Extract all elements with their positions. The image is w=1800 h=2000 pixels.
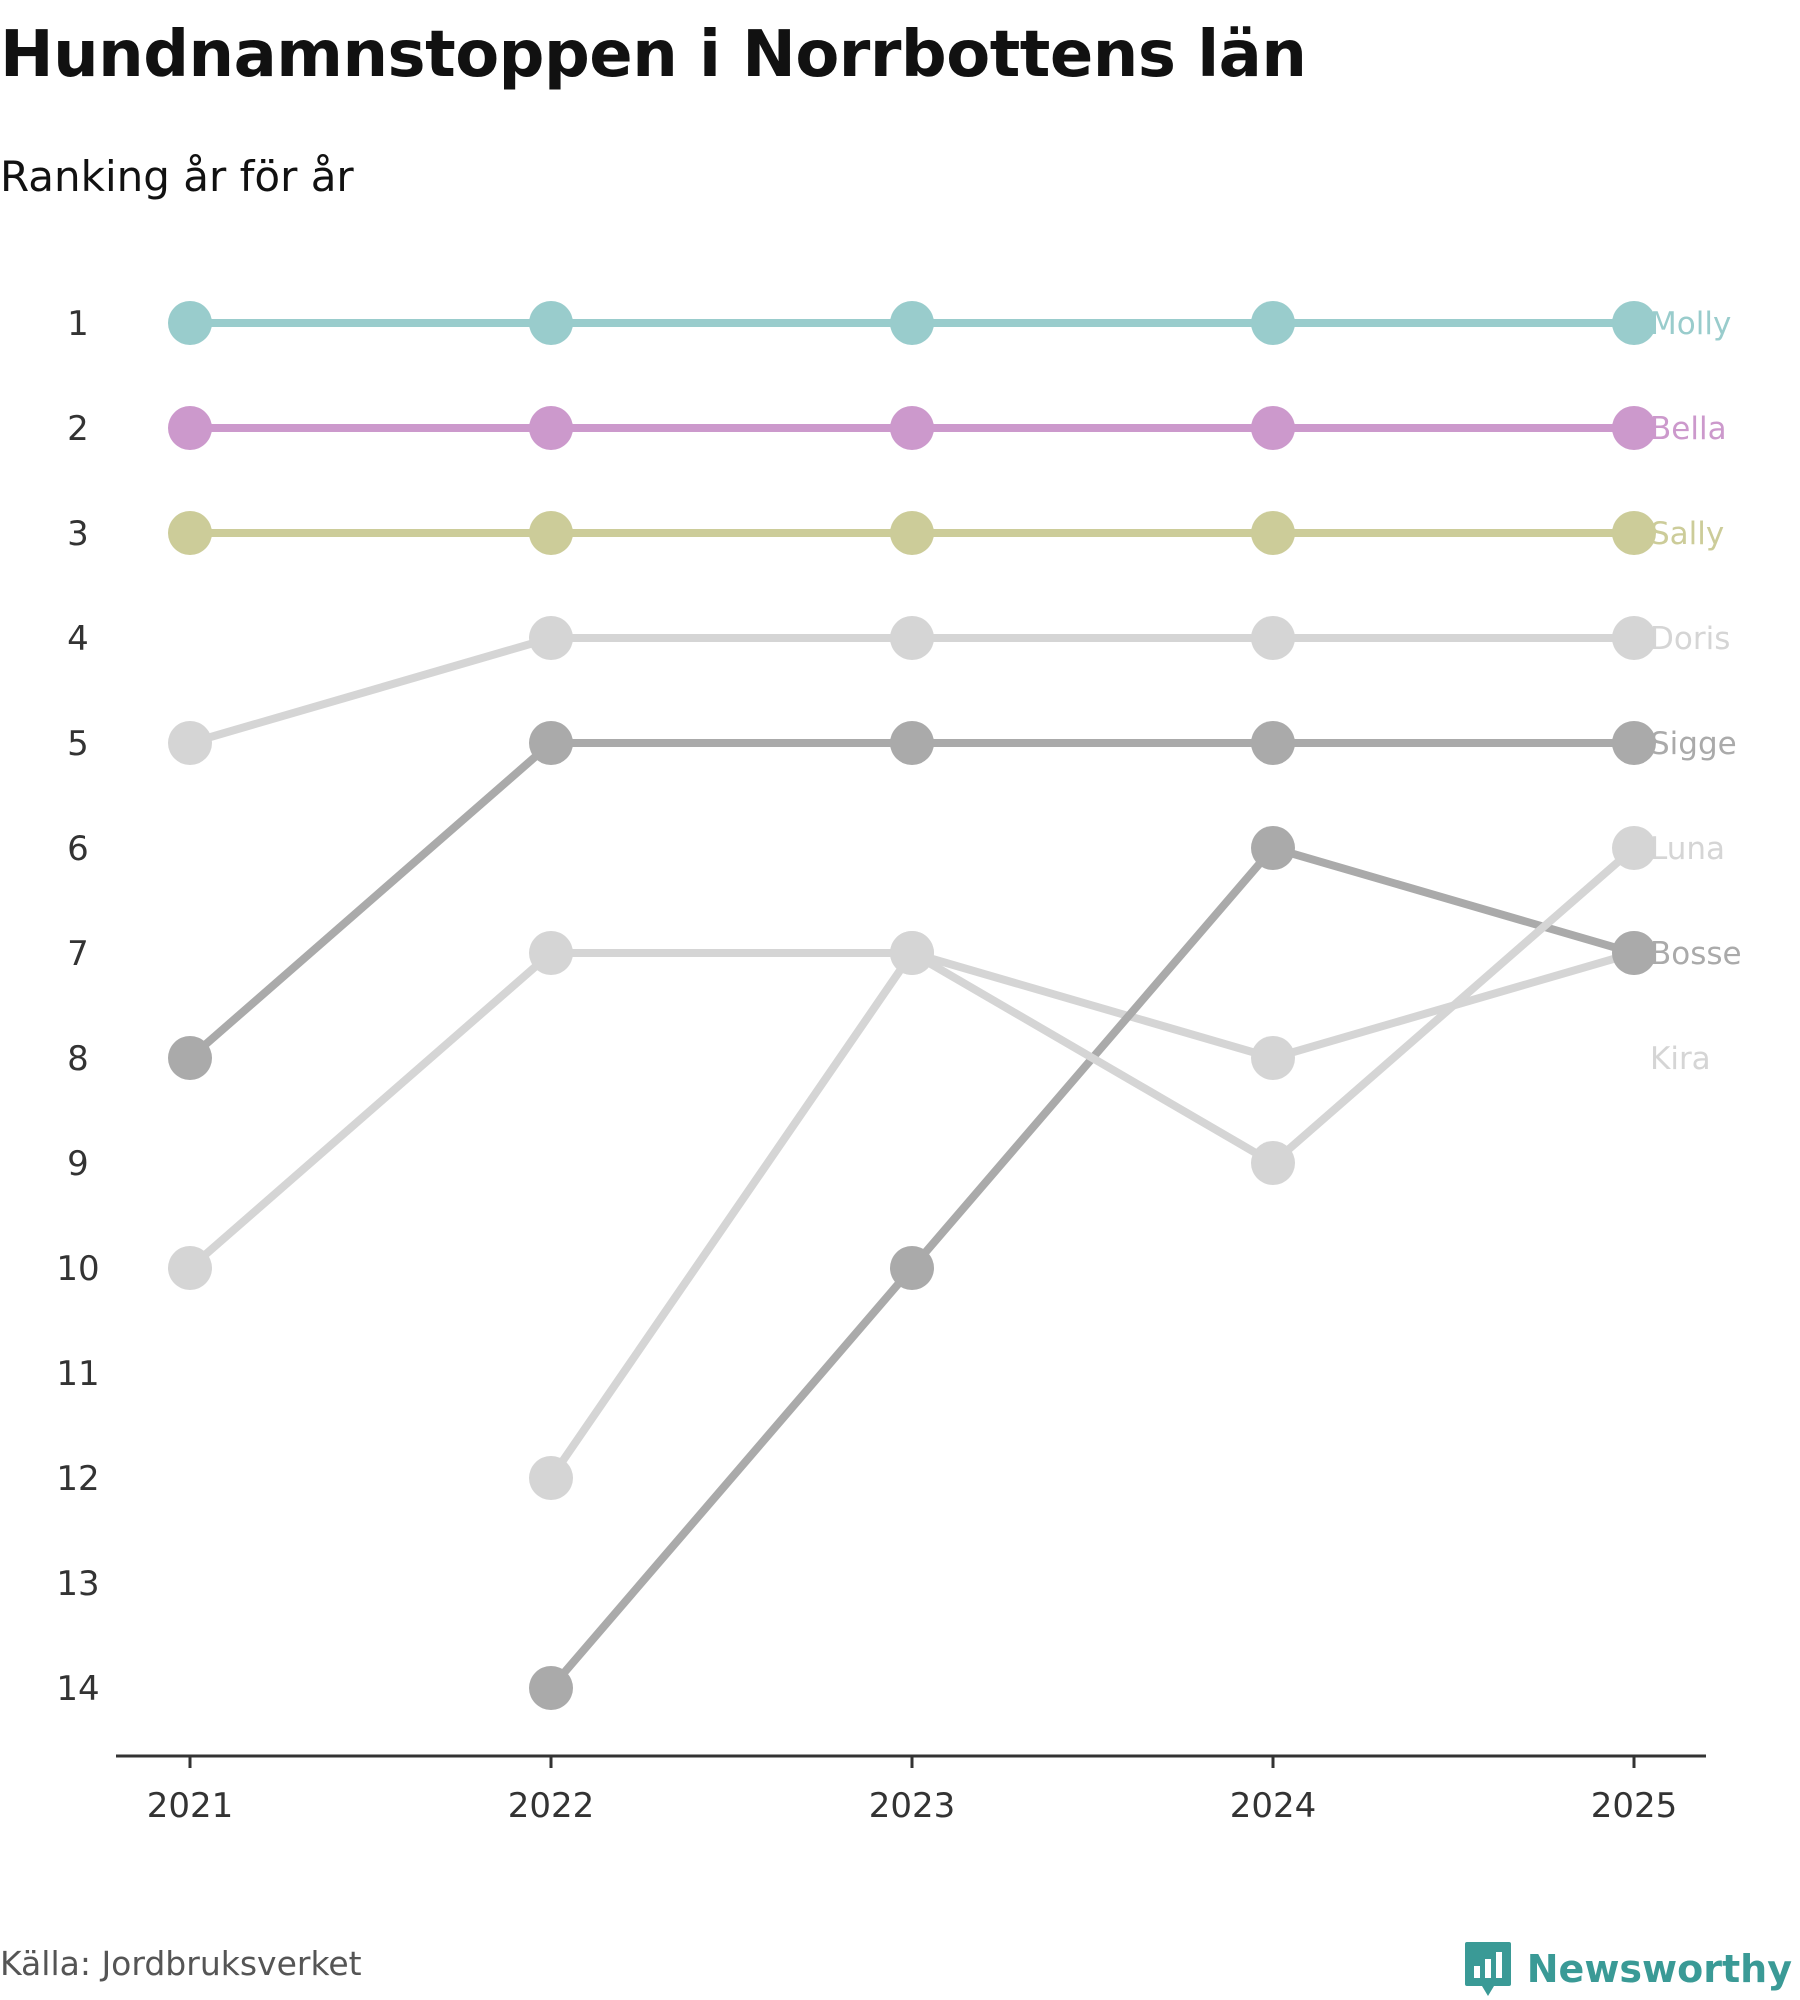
series-label: Molly <box>1650 306 1731 342</box>
series-line <box>186 739 1638 1062</box>
data-point <box>890 931 934 975</box>
data-point <box>1251 1141 1295 1185</box>
series-labels: Kira Bosse Luna Sigge Doris Sally Bella Molly <box>1650 306 1742 1077</box>
data-point <box>529 301 573 345</box>
series-label: Luna <box>1650 831 1725 867</box>
data-point <box>1251 511 1295 555</box>
data-point <box>1251 616 1295 660</box>
data-point <box>890 301 934 345</box>
brand-name: Newsworthy <box>1526 1947 1792 1991</box>
data-point <box>1251 406 1295 450</box>
data-point <box>1612 301 1656 345</box>
y-tick-label: 10 <box>56 1249 99 1289</box>
series-kira <box>168 931 1656 1290</box>
data-point <box>168 1246 212 1290</box>
series-luna <box>529 826 1656 1500</box>
y-tick-label: 13 <box>56 1564 99 1604</box>
data-point <box>168 1036 212 1080</box>
data-point <box>1612 511 1656 555</box>
y-tick-label: 12 <box>56 1459 99 1499</box>
y-tick-label: 14 <box>56 1669 99 1709</box>
data-point <box>168 406 212 450</box>
series-label: Sally <box>1650 516 1724 552</box>
data-point <box>1612 931 1656 975</box>
newsworthy-logo-icon <box>1464 1942 1511 1996</box>
series-molly <box>168 301 1656 345</box>
data-point <box>890 511 934 555</box>
x-tick-label: 2024 <box>1230 1786 1317 1826</box>
data-point <box>529 721 573 765</box>
data-point <box>890 406 934 450</box>
data-point <box>1251 826 1295 870</box>
series-line <box>547 844 1638 1482</box>
data-point <box>529 511 573 555</box>
x-tick-label: 2025 <box>1591 1786 1678 1826</box>
data-point <box>1612 826 1656 870</box>
x-tick-label: 2021 <box>147 1786 234 1826</box>
series-layer <box>168 301 1656 1710</box>
series-sally <box>168 511 1656 555</box>
series-bella <box>168 406 1656 450</box>
y-tick-label: 1 <box>67 304 89 344</box>
data-point <box>529 406 573 450</box>
data-point <box>529 1456 573 1500</box>
y-tick-label: 6 <box>67 829 89 869</box>
y-tick-label: 4 <box>67 619 89 659</box>
y-tick-label: 7 <box>67 934 89 974</box>
series-doris <box>168 616 1656 765</box>
data-point <box>890 721 934 765</box>
series-line <box>186 949 1638 1272</box>
y-tick-label: 2 <box>67 409 89 449</box>
series-line <box>547 844 1638 1692</box>
series-label: Bella <box>1650 411 1727 447</box>
chart-subtitle: Ranking år för år <box>0 152 354 201</box>
y-tick-label: 9 <box>67 1144 89 1184</box>
y-tick-label: 3 <box>67 514 89 554</box>
y-tick-label: 5 <box>67 724 89 764</box>
data-point <box>168 511 212 555</box>
data-point <box>168 721 212 765</box>
data-point <box>890 1246 934 1290</box>
data-point <box>1612 721 1656 765</box>
data-point <box>529 1666 573 1710</box>
series-sigge <box>168 721 1656 1080</box>
x-axis: 2021 2022 2023 2024 2025 <box>116 1754 1706 1826</box>
x-tick-label: 2023 <box>869 1786 956 1826</box>
data-point <box>1251 721 1295 765</box>
brand-logo: Newsworthy <box>1463 1940 1792 1998</box>
y-tick-label: 11 <box>56 1354 99 1394</box>
data-point <box>890 616 934 660</box>
data-point <box>1251 301 1295 345</box>
data-point <box>1251 1036 1295 1080</box>
source-note: Källa: Jordbruksverket <box>0 1944 362 1983</box>
data-point <box>168 301 212 345</box>
data-point <box>1612 406 1656 450</box>
data-point <box>1612 616 1656 660</box>
chart-title: Hundnamnstoppen i Norrbottens län <box>0 18 1307 92</box>
x-tick-label: 2022 <box>508 1786 595 1826</box>
y-tick-label: 8 <box>67 1039 89 1079</box>
data-point <box>529 616 573 660</box>
series-label: Bosse <box>1650 936 1742 972</box>
series-label: Sigge <box>1650 726 1737 762</box>
data-point <box>529 931 573 975</box>
series-label: Kira <box>1650 1041 1711 1077</box>
series-label: Doris <box>1650 621 1730 657</box>
